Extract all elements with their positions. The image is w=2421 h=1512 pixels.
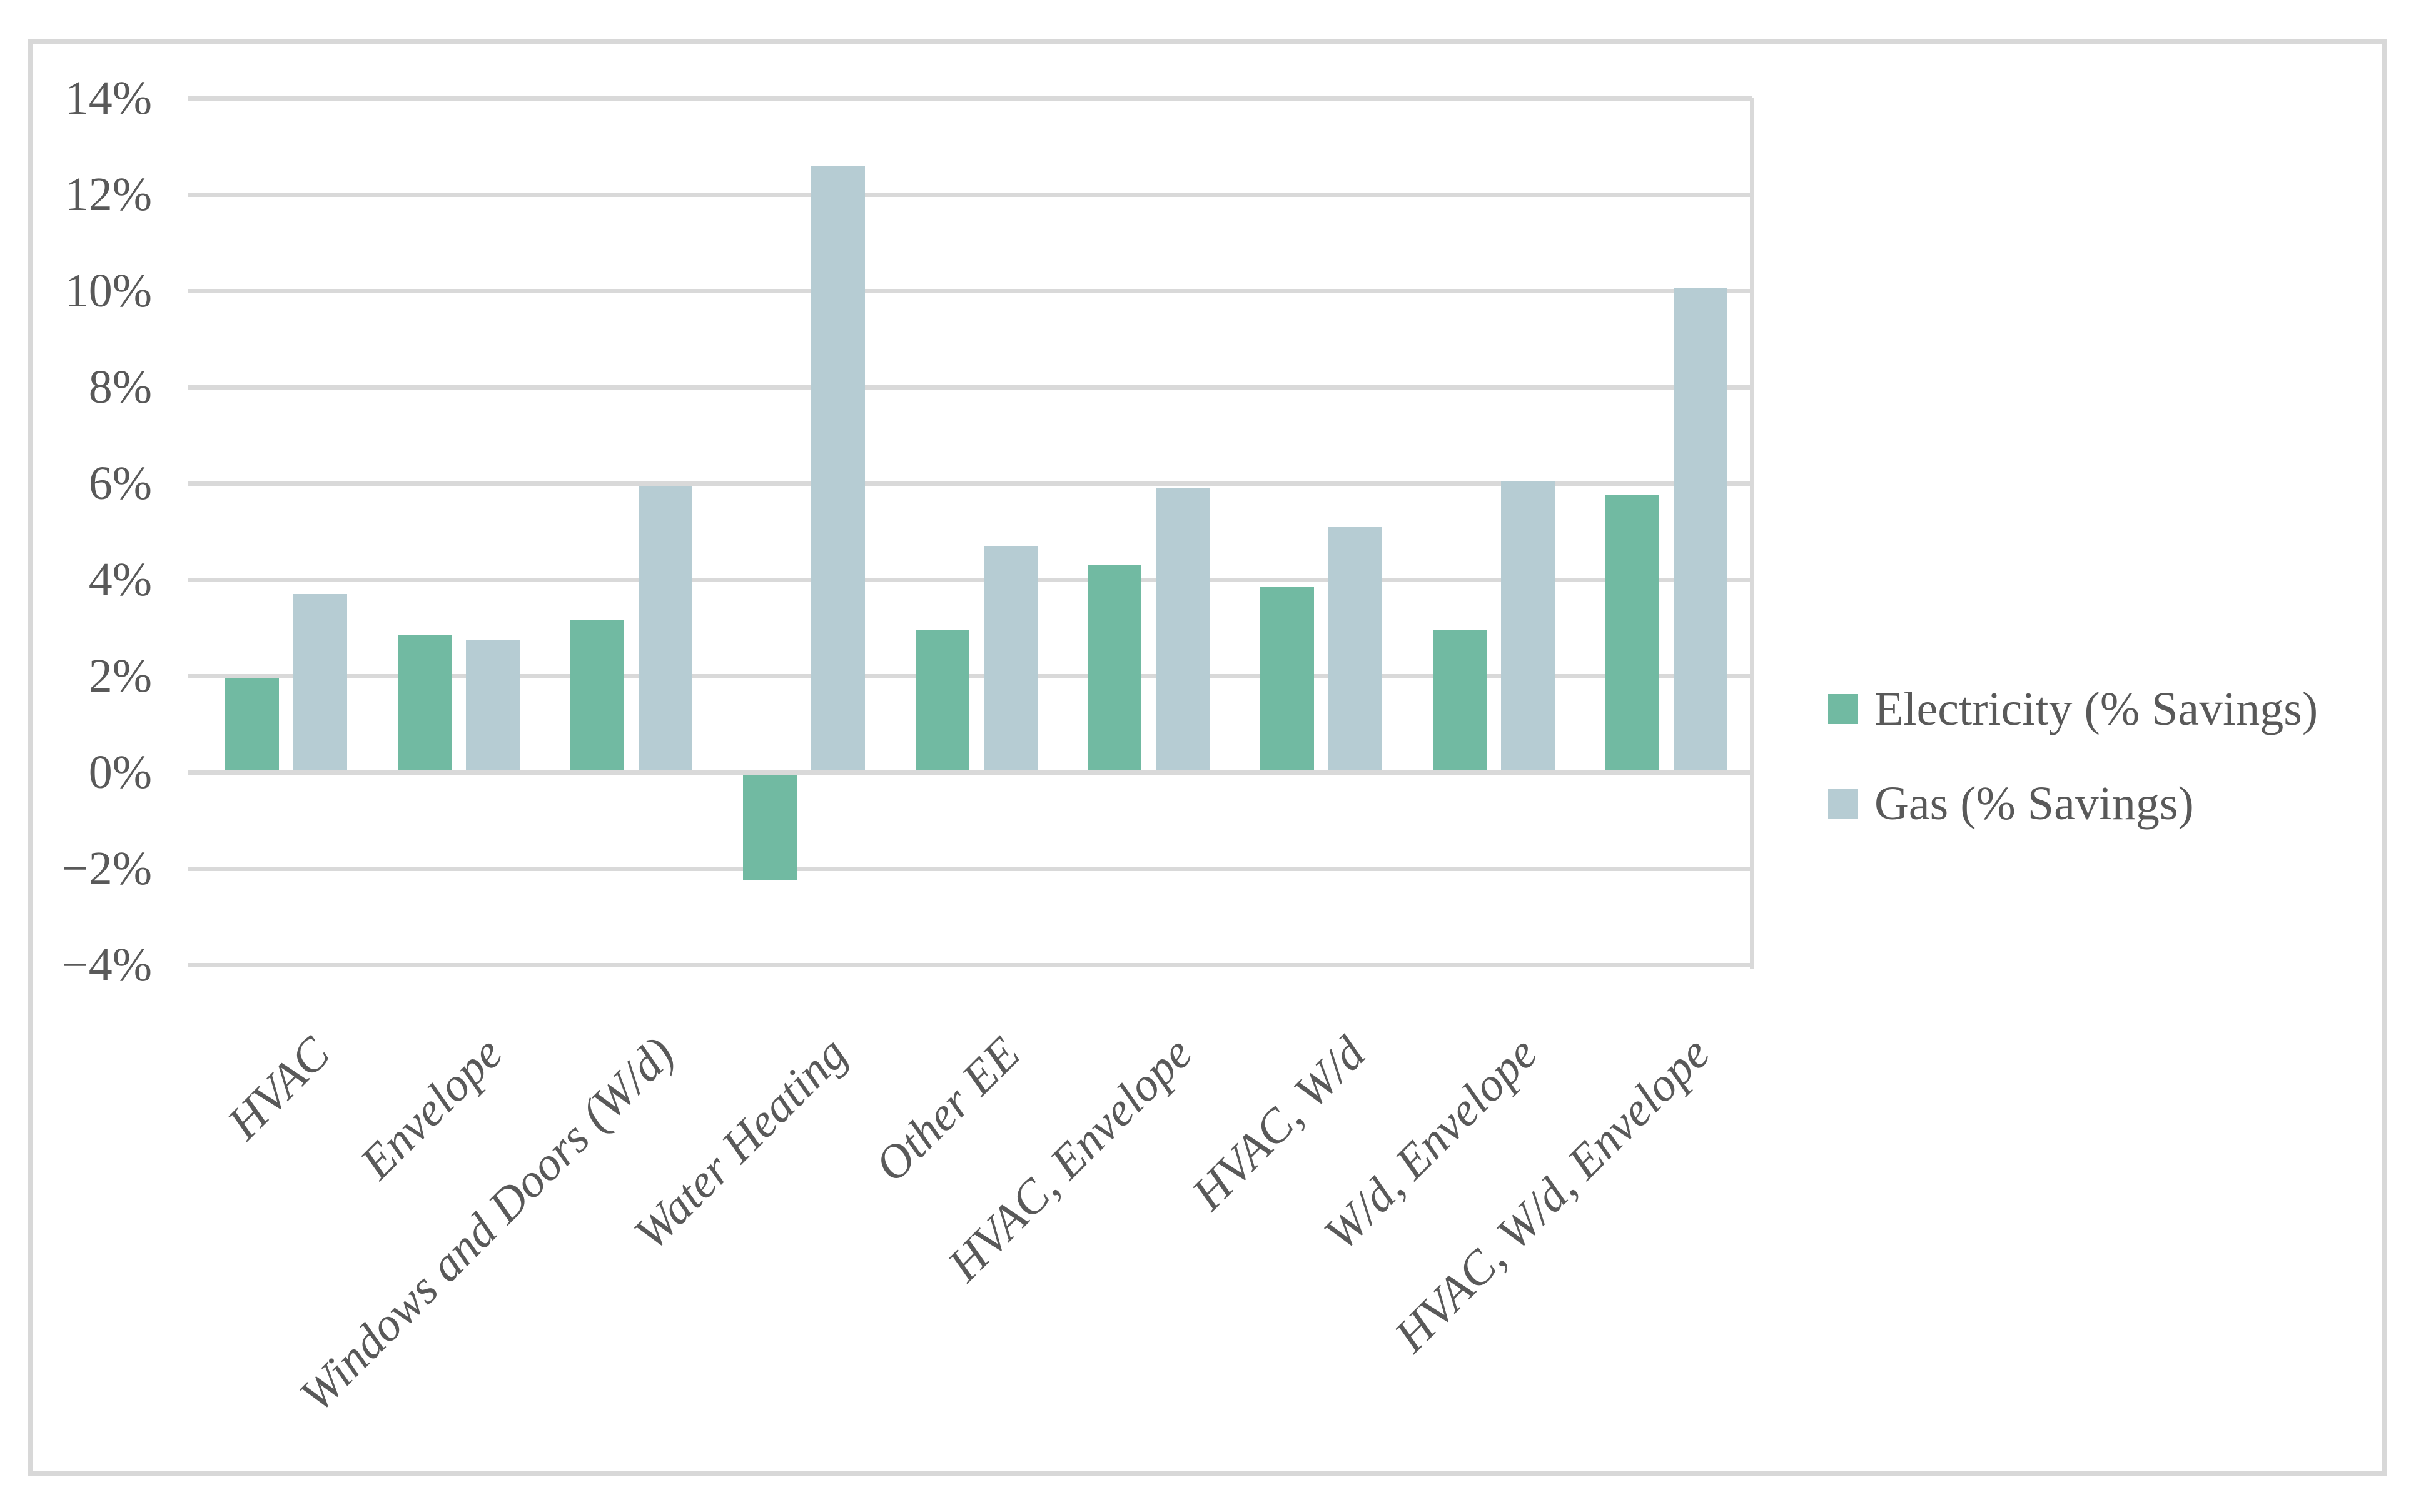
gridline-10% — [188, 289, 1752, 293]
bar-electricity-windows-and-doors-w-d- — [570, 620, 624, 770]
gridline-4% — [188, 578, 1752, 582]
bar-electricity-w-d-envelope — [1433, 630, 1487, 770]
bar-gas-hvac — [293, 594, 347, 770]
bar-electricity-hvac — [225, 678, 279, 770]
plot-right-border — [1750, 98, 1754, 969]
bar-gas-hvac-envelope — [1156, 488, 1210, 770]
bar-gas-water-heating — [811, 166, 865, 770]
y-tick-label-8%: 8% — [88, 361, 152, 413]
electricity-legend-swatch — [1828, 694, 1858, 724]
y-tick-label-14%: 14% — [64, 72, 152, 124]
bar-electricity-envelope — [398, 635, 452, 770]
bar-gas-hvac-w-d-envelope — [1674, 288, 1727, 770]
gas-legend-label: Gas (% Savings) — [1874, 777, 2194, 830]
gridline-14% — [188, 96, 1752, 101]
gridline-−2% — [188, 867, 1752, 871]
legend-item-electricity: Electricity (% Savings) — [1828, 678, 2318, 740]
gridline-6% — [188, 481, 1752, 486]
bar-gas-other-ee — [984, 546, 1038, 770]
bar-electricity-hvac-w-d — [1260, 587, 1314, 770]
y-tick-label-2%: 2% — [88, 650, 152, 702]
gridline-8% — [188, 385, 1752, 390]
gas-legend-swatch — [1828, 789, 1858, 819]
y-tick-label-6%: 6% — [88, 457, 152, 510]
bar-electricity-hvac-w-d-envelope — [1605, 495, 1659, 770]
gridline-0% — [188, 770, 1752, 775]
y-tick-label-12%: 12% — [64, 168, 152, 221]
bar-gas-envelope — [466, 640, 520, 770]
legend-item-gas: Gas (% Savings) — [1828, 772, 2194, 835]
bar-gas-hvac-w-d — [1328, 527, 1382, 770]
y-tick-label-0%: 0% — [88, 746, 152, 799]
gridline-2% — [188, 674, 1752, 678]
bar-electricity-water-heating — [743, 775, 797, 880]
y-tick-label-10%: 10% — [64, 265, 152, 317]
y-tick-label-−4%: −4% — [61, 939, 152, 991]
gridline-12% — [188, 193, 1752, 197]
y-tick-label-−2%: −2% — [61, 842, 152, 895]
bar-gas-windows-and-doors-w-d- — [639, 486, 692, 770]
y-tick-label-4%: 4% — [88, 553, 152, 606]
gridline-−4% — [188, 963, 1752, 967]
electricity-legend-label: Electricity (% Savings) — [1874, 683, 2318, 735]
bar-electricity-other-ee — [916, 630, 969, 770]
bar-gas-w-d-envelope — [1501, 481, 1555, 770]
bar-electricity-hvac-envelope — [1088, 565, 1141, 770]
